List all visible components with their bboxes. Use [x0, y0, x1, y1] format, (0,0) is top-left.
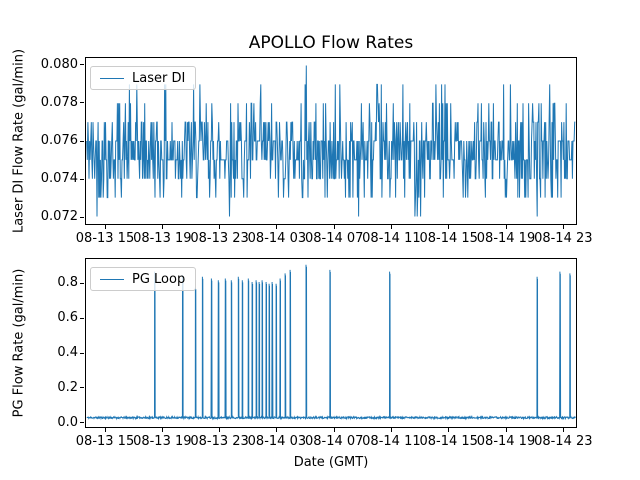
- x-tick: [219, 428, 221, 432]
- y-tick: [80, 387, 84, 389]
- x-tick: [333, 225, 335, 229]
- x-tick: [505, 428, 507, 432]
- y-tick-label: 0.078: [40, 94, 78, 110]
- bottom-y-axis-label: PG Flow Rate (gal/min): [11, 268, 27, 418]
- top-y-axis-label: Laser DI Flow Rate (gal/min): [11, 48, 27, 234]
- x-tick: [390, 225, 392, 229]
- y-tick: [80, 282, 84, 284]
- y-tick-label: 0.2: [57, 379, 78, 395]
- top-legend: Laser DI: [90, 66, 197, 90]
- x-tick: [276, 225, 278, 229]
- pg-loop-line-sample: [100, 278, 124, 280]
- x-tick-label: 08-14 07: [304, 434, 364, 449]
- y-tick-label: 0.080: [40, 56, 78, 72]
- x-tick: [219, 225, 221, 229]
- y-tick: [80, 422, 84, 424]
- y-tick: [80, 140, 84, 142]
- x-tick: [333, 428, 335, 432]
- bottom-legend: PG Loop: [90, 267, 197, 291]
- y-tick-label: 0.072: [40, 209, 78, 225]
- x-tick-label: 08-13 15: [75, 231, 135, 246]
- x-tick-label: 08-14 15: [419, 434, 478, 449]
- x-tick: [104, 225, 106, 229]
- x-tick-label: 08-13 19: [133, 231, 192, 246]
- laser-di-line-sample: [100, 77, 124, 79]
- x-tick: [104, 428, 106, 432]
- y-tick-label: 0.4: [57, 345, 78, 360]
- x-tick-label: 08-14 11: [362, 231, 421, 246]
- x-axis-label: Date (GMT): [293, 455, 369, 470]
- x-tick: [562, 428, 564, 432]
- y-tick: [80, 102, 84, 104]
- x-tick: [161, 428, 163, 432]
- y-tick-label: 0.6: [57, 310, 78, 325]
- laser-di-plot-area: [86, 65, 576, 217]
- x-tick-label: 08-13 15: [75, 434, 135, 449]
- x-tick-label: 08-14 07: [304, 231, 364, 246]
- y-tick: [80, 178, 84, 180]
- x-tick-label: 08-14 19: [476, 231, 536, 246]
- x-tick: [505, 225, 507, 229]
- x-tick: [562, 225, 564, 229]
- pg-loop-legend-label: PG Loop: [132, 271, 186, 287]
- x-tick-label: 08-13 19: [133, 434, 192, 449]
- y-tick-label: 0.8: [57, 275, 78, 290]
- y-tick-label: 0.074: [40, 171, 78, 187]
- y-tick: [80, 352, 84, 354]
- laser-di-legend-label: Laser DI: [132, 70, 186, 86]
- laser-di-line: [86, 65, 576, 217]
- x-tick: [161, 225, 163, 229]
- x-tick-label: 08-14 15: [419, 231, 478, 246]
- x-tick: [448, 428, 450, 432]
- x-tick-label: 08-14 03: [247, 434, 307, 449]
- pg-loop-line: [86, 264, 576, 421]
- x-tick-label: 08-14 23: [534, 434, 593, 449]
- x-tick-label: 08-14 03: [247, 231, 307, 246]
- x-tick: [276, 428, 278, 432]
- x-tick-label: 08-14 19: [476, 434, 536, 449]
- y-tick: [80, 64, 84, 66]
- x-tick-label: 08-14 23: [534, 231, 593, 246]
- y-tick: [80, 216, 84, 218]
- y-tick-label: 0.0: [57, 414, 78, 430]
- x-tick-label: 08-14 11: [362, 434, 421, 449]
- bottom-axes: PG Loop: [85, 258, 577, 428]
- x-tick: [390, 428, 392, 432]
- x-tick-label: 08-13 23: [190, 231, 249, 246]
- y-tick: [80, 317, 84, 319]
- top-axes: Laser DI: [85, 57, 577, 225]
- y-tick-label: 0.076: [40, 133, 78, 148]
- pg-loop-plot-area: [86, 264, 576, 421]
- x-tick: [448, 225, 450, 229]
- chart-title: APOLLO Flow Rates: [248, 33, 414, 53]
- x-tick-label: 08-13 23: [190, 434, 249, 449]
